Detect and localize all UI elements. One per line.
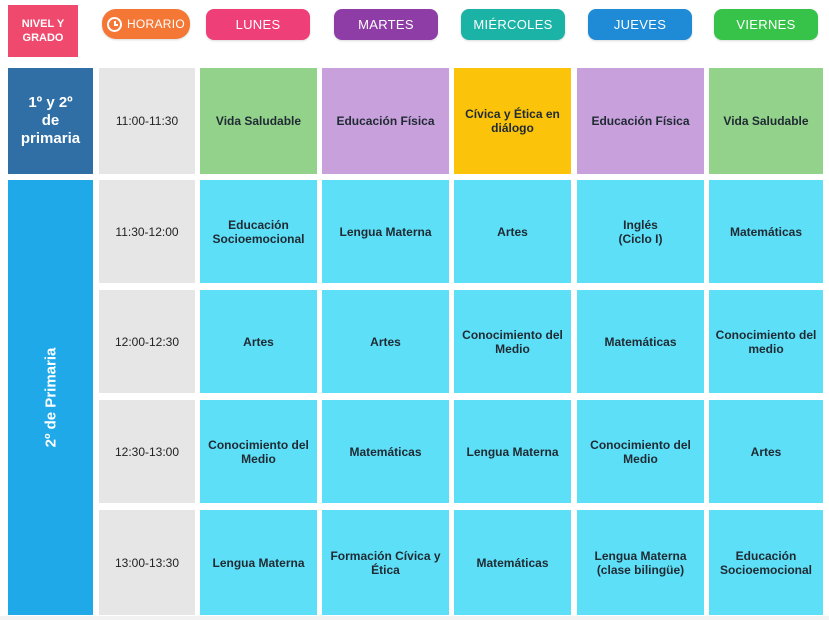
- time-cell: 12:30-13:00: [99, 400, 195, 503]
- schedule-cell: Artes: [454, 180, 571, 283]
- schedule-cell: Lengua Materna: [454, 400, 571, 503]
- horario-label: HORARIO: [126, 17, 186, 31]
- day-header-lunes: LUNES: [206, 9, 310, 40]
- schedule-cell: Educación Socioemocional: [200, 180, 317, 283]
- schedule-cell: Artes: [709, 400, 823, 503]
- day-label: LUNES: [235, 17, 281, 32]
- schedule-cell: Artes: [200, 290, 317, 393]
- schedule-cell: Artes: [322, 290, 449, 393]
- schedule-cell: Vida Saludable: [709, 68, 823, 174]
- bottom-divider: [0, 616, 829, 620]
- day-header-jueves: JUEVES: [588, 9, 692, 40]
- day-label: MIÉRCOLES: [473, 17, 553, 32]
- schedule-cell: Vida Saludable: [200, 68, 317, 174]
- schedule-cell: Lengua Materna: [200, 510, 317, 615]
- grade-label-1-2: 1º y 2º de primaria: [8, 68, 93, 174]
- schedule-cell: Conocimiento del Medio: [577, 400, 704, 503]
- schedule-cell: Educación Socioemocional: [709, 510, 823, 615]
- schedule-cell: Educación Física: [322, 68, 449, 174]
- clock-icon: [106, 16, 122, 32]
- day-header-miercoles: MIÉRCOLES: [461, 9, 565, 40]
- grade-side-text: 2º de Primaria: [42, 347, 60, 448]
- schedule-cell: Matemáticas: [322, 400, 449, 503]
- day-header-martes: MARTES: [334, 9, 438, 40]
- schedule-cell: Conocimiento del Medio: [200, 400, 317, 503]
- schedule-cell: Conocimiento del Medio: [454, 290, 571, 393]
- day-header-viernes: VIERNES: [714, 9, 818, 40]
- schedule-cell: Conocimiento del medio: [709, 290, 823, 393]
- schedule-cell: Lengua Materna: [322, 180, 449, 283]
- time-cell: 11:30-12:00: [99, 180, 195, 283]
- time-cell: 13:00-13:30: [99, 510, 195, 615]
- schedule-cell: Matemáticas: [577, 290, 704, 393]
- schedule-cell: Cívica y Ética en diálogo: [454, 68, 571, 174]
- schedule-cell: Matemáticas: [454, 510, 571, 615]
- horario-header: HORARIO: [102, 9, 190, 39]
- time-cell: 12:00-12:30: [99, 290, 195, 393]
- day-label: JUEVES: [613, 17, 667, 32]
- schedule-cell: Formación Cívica y Ética: [322, 510, 449, 615]
- day-label: MARTES: [358, 17, 414, 32]
- day-label: VIERNES: [736, 17, 796, 32]
- schedule-cell: Lengua Materna (clase bilingüe): [577, 510, 704, 615]
- schedule-cell: Matemáticas: [709, 180, 823, 283]
- time-cell: 11:00-11:30: [99, 68, 195, 174]
- nivel-grado-header: NIVEL Y GRADO: [8, 5, 78, 57]
- schedule-cell: Educación Física: [577, 68, 704, 174]
- schedule-cell: Inglés (Ciclo I): [577, 180, 704, 283]
- grade-label-2: 2º de Primaria: [8, 180, 93, 615]
